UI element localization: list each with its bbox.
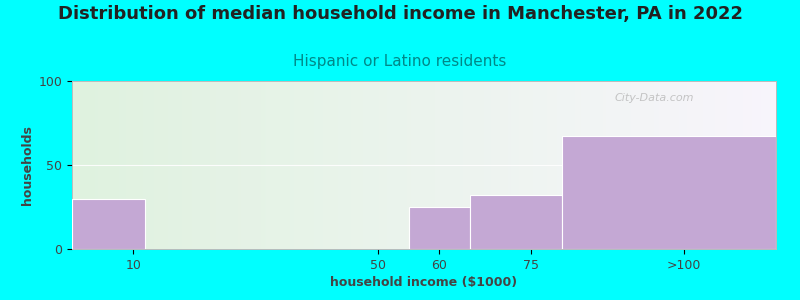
Bar [409, 207, 470, 249]
Bar [72, 199, 146, 249]
Text: City-Data.com: City-Data.com [614, 93, 694, 103]
Text: Hispanic or Latino residents: Hispanic or Latino residents [294, 54, 506, 69]
Bar [562, 136, 776, 249]
Bar [470, 195, 562, 249]
Y-axis label: households: households [22, 125, 34, 205]
Text: Distribution of median household income in Manchester, PA in 2022: Distribution of median household income … [58, 4, 742, 22]
X-axis label: household income ($1000): household income ($1000) [330, 276, 518, 289]
